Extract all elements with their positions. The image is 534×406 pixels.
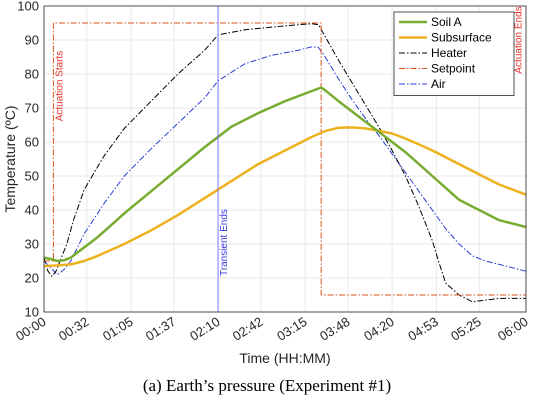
series-layer bbox=[43, 22, 527, 303]
legend-label: Subsurface bbox=[431, 31, 492, 45]
y-tick-label: 80 bbox=[25, 67, 39, 82]
x-tick-label: 02:10 bbox=[187, 314, 223, 344]
y-tick-label: 40 bbox=[25, 203, 39, 218]
legend-label: Setpoint bbox=[431, 62, 476, 76]
x-tick-label: 03:48 bbox=[317, 314, 353, 344]
series-line-air bbox=[43, 46, 527, 276]
y-tick-label: 20 bbox=[25, 271, 39, 286]
y-tick-label: 50 bbox=[25, 169, 39, 184]
x-tick-label: 04:20 bbox=[361, 314, 397, 344]
x-axis: 00:00 00:32 01:05 01:37 02:10 02:42 03:15 03:48… bbox=[13, 314, 531, 344]
x-tick-label: 00:32 bbox=[56, 314, 92, 344]
annotation-actuation-ends: Actuation Ends bbox=[513, 6, 524, 73]
annotations: Actuation Starts Transient Ends Actuation … bbox=[54, 6, 524, 312]
y-tick-label: 60 bbox=[25, 135, 39, 150]
y-tick-label: 90 bbox=[25, 33, 39, 48]
legend-box bbox=[393, 11, 515, 96]
series-line-subsurface bbox=[43, 126, 527, 268]
y-tick-label: 30 bbox=[25, 237, 39, 252]
y-tick-label: 70 bbox=[25, 101, 39, 116]
x-tick-label: 01:37 bbox=[143, 314, 179, 344]
y-tick-label: 100 bbox=[17, 0, 39, 14]
x-tick-label: 01:05 bbox=[100, 314, 136, 344]
legend-label: Soil A bbox=[431, 15, 462, 29]
x-tick-label: 03:15 bbox=[274, 314, 310, 344]
x-axis-label: Time (HH:MM) bbox=[239, 350, 330, 366]
y-axis-label: Temperature (ºC) bbox=[2, 105, 18, 212]
series-line-soil-a bbox=[43, 86, 527, 263]
x-tick-label: 05:25 bbox=[448, 314, 484, 344]
y-tick-label: 10 bbox=[25, 305, 39, 320]
plot-frame bbox=[43, 5, 527, 313]
series-line-heater bbox=[43, 23, 526, 303]
x-tick-label: 02:42 bbox=[230, 314, 266, 344]
temperature-chart: Actuation Starts Transient Ends Actuation … bbox=[2, 0, 531, 366]
y-axis: 10 20 30 40 50 60 70 80 90 100 bbox=[17, 0, 39, 320]
x-tick-label: 04:53 bbox=[405, 314, 441, 344]
figure-caption: (a) Earth’s pressure (Experiment #1) bbox=[142, 376, 392, 395]
x-tick-label: 06:00 bbox=[495, 314, 531, 344]
legend-label: Air bbox=[431, 77, 446, 91]
annotation-transient-ends: Transient Ends bbox=[219, 209, 230, 276]
annotation-actuation-starts: Actuation Starts bbox=[54, 51, 65, 122]
series-line-setpoint bbox=[44, 22, 526, 296]
legend-label: Heater bbox=[431, 46, 467, 60]
